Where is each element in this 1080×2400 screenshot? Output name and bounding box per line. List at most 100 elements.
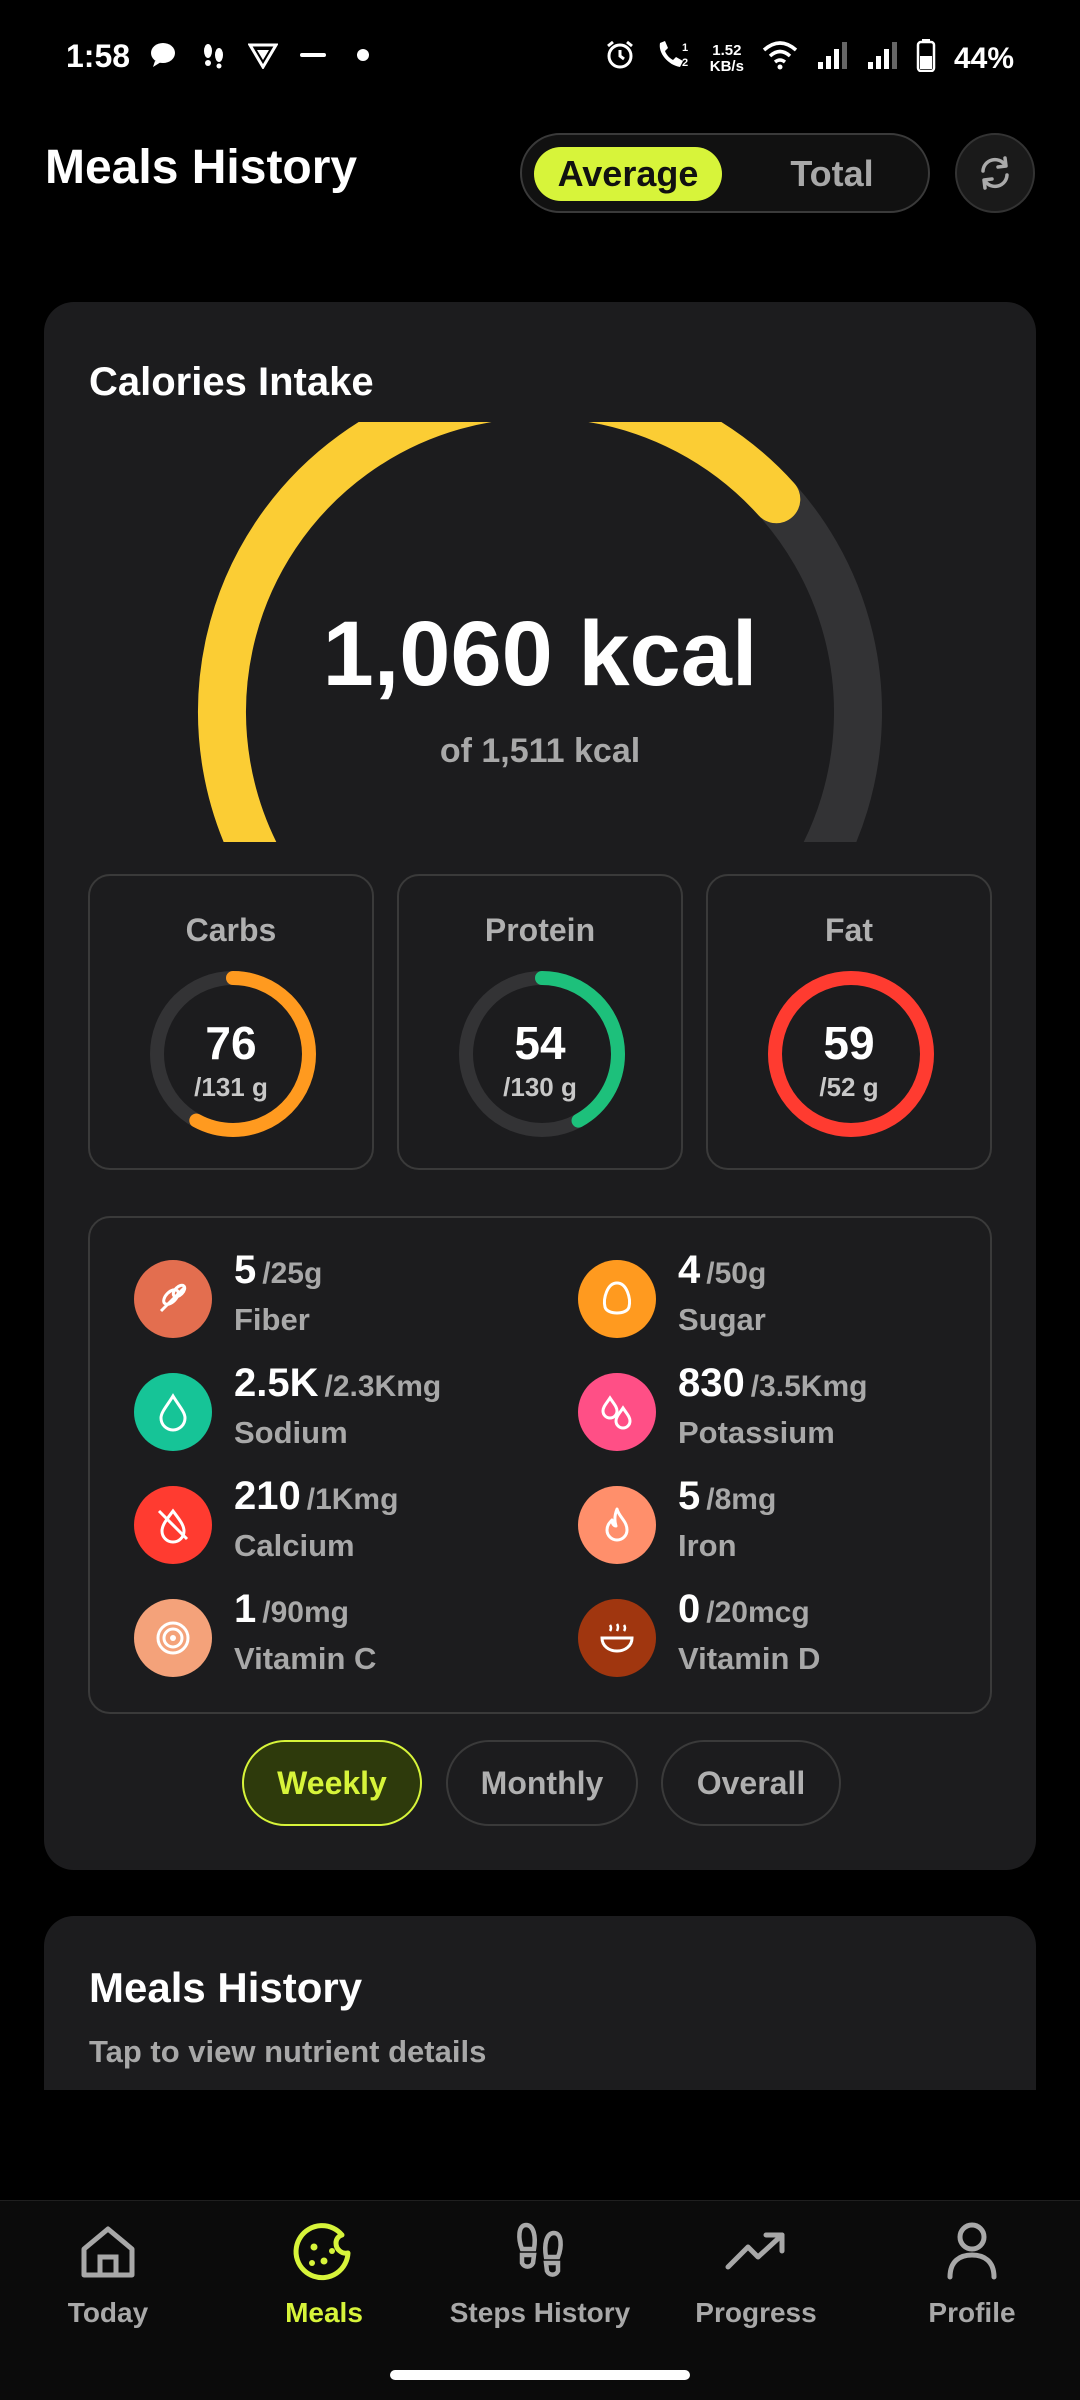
micro-name: Fiber — [234, 1302, 310, 1337]
home-indicator[interactable] — [390, 2370, 690, 2380]
micro-sugar[interactable]: 4/50g Sugar — [578, 1248, 998, 1348]
macro-protein[interactable]: Protein 54 /130 g — [397, 874, 683, 1170]
bottom-navigation: Today Meals Steps History Progress Profi… — [0, 2200, 1080, 2400]
micro-value: 830 — [678, 1361, 745, 1405]
micro-goal: /2.3Kmg — [324, 1370, 442, 1403]
micro-value: 210 — [234, 1474, 301, 1518]
micro-goal: /1Kmg — [306, 1483, 399, 1516]
micro-name: Calcium — [234, 1528, 355, 1563]
nav-progress[interactable]: Progress — [656, 2219, 856, 2349]
nav-label: Steps History — [449, 2297, 631, 2328]
macro-goal: /131 g — [194, 1072, 268, 1102]
trending-up-icon — [725, 2232, 785, 2270]
calories-title: Calories Intake — [89, 360, 374, 404]
micro-potassium[interactable]: 830/3.5Kmg Potassium — [578, 1361, 998, 1461]
nav-label: Progress — [695, 2297, 817, 2328]
egg-icon — [578, 1260, 656, 1338]
alarm-icon — [604, 39, 636, 79]
chat-icon — [148, 40, 178, 70]
micro-name: Vitamin D — [678, 1641, 821, 1676]
macro-label: Fat — [825, 912, 873, 948]
meals-history-title: Meals History — [89, 1964, 363, 2011]
micro-name: Iron — [678, 1528, 737, 1563]
period-overall-button[interactable]: Overall — [661, 1740, 841, 1826]
svg-text:1: 1 — [682, 42, 688, 54]
nav-meals[interactable]: Meals — [224, 2219, 424, 2349]
period-weekly-button[interactable]: Weekly — [242, 1740, 422, 1826]
micronutrients-panel: 5/25g Fiber 4/50g Sugar 2.5K/2.3Kmg Sodi… — [88, 1216, 992, 1714]
micro-vitamin-d[interactable]: 0/20mcg Vitamin D — [578, 1587, 998, 1687]
micro-value: 2.5K — [234, 1361, 319, 1405]
micro-value: 5 — [678, 1474, 701, 1518]
nav-label: Profile — [928, 2297, 1016, 2328]
micro-name: Vitamin C — [234, 1641, 377, 1676]
page-title: Meals History — [45, 141, 358, 194]
macro-value: 54 — [514, 1017, 566, 1069]
macro-ring — [459, 971, 625, 1137]
macro-label: Protein — [484, 912, 596, 948]
period-monthly-button[interactable]: Monthly — [446, 1740, 638, 1826]
micro-name: Sugar — [678, 1302, 766, 1337]
nav-today[interactable]: Today — [8, 2219, 208, 2349]
droplet-icon — [134, 1373, 212, 1451]
flame-icon — [578, 1486, 656, 1564]
small-text-icon — [298, 40, 328, 70]
micro-goal: /8mg — [706, 1483, 777, 1516]
micro-goal: /25g — [262, 1257, 323, 1290]
notification-icons — [148, 40, 378, 70]
macro-value: 59 — [823, 1017, 875, 1069]
refresh-button[interactable] — [955, 133, 1035, 213]
micro-goal: /90mg — [262, 1596, 349, 1629]
micro-goal: /3.5Kmg — [750, 1370, 868, 1403]
dot-icon — [348, 40, 378, 70]
citrus-icon — [134, 1599, 212, 1677]
macro-value: 76 — [205, 1017, 257, 1069]
micro-value: 4 — [678, 1248, 701, 1292]
macro-goal: /52 g — [819, 1072, 879, 1102]
nav-label: Today — [67, 2297, 149, 2328]
soup-icon — [578, 1599, 656, 1677]
user-icon — [947, 2222, 997, 2280]
macro-fat[interactable]: Fat 59 /52 g — [706, 874, 992, 1170]
micro-goal: /20mcg — [706, 1596, 810, 1629]
refresh-icon — [981, 156, 1009, 190]
nav-steps-history[interactable]: Steps History — [440, 2219, 640, 2349]
status-time: 1:58 — [66, 38, 131, 74]
toggle-total[interactable]: Total — [790, 153, 874, 194]
svg-text:2: 2 — [682, 57, 688, 69]
calorie-gauge — [198, 422, 882, 842]
cookie-icon — [293, 2223, 351, 2281]
micro-goal: /50g — [706, 1257, 767, 1290]
calorie-value: 1,060 kcal — [322, 603, 758, 705]
micro-value: 1 — [234, 1587, 257, 1631]
net-speed-value: 1.52 — [712, 42, 742, 59]
meals-history-card[interactable]: Meals History Tap to view nutrient detai… — [44, 1916, 1036, 2090]
battery-percent: 44% — [953, 42, 1014, 75]
signal-icon — [816, 40, 848, 78]
micro-calcium[interactable]: 210/1Kmg Calcium — [134, 1474, 554, 1574]
calories-card: Calories Intake 1,060 kcal of 1,511 kcal… — [44, 302, 1036, 1870]
macro-goal: /130 g — [503, 1072, 577, 1102]
nav-profile[interactable]: Profile — [872, 2219, 1072, 2349]
wheat-icon — [134, 1260, 212, 1338]
micro-iron[interactable]: 5/8mg Iron — [578, 1474, 998, 1574]
average-total-toggle[interactable]: Average Total — [520, 133, 930, 213]
micro-value: 5 — [234, 1248, 257, 1292]
steps-icon — [198, 40, 228, 70]
micro-name: Sodium — [234, 1415, 348, 1450]
gauge-fill — [198, 422, 801, 842]
net-speed-unit: KB/s — [709, 58, 744, 75]
footprints-icon — [517, 2222, 563, 2277]
micro-vitamin-c[interactable]: 1/90mg Vitamin C — [134, 1587, 554, 1687]
toggle-average[interactable]: Average — [534, 147, 722, 201]
net-speed: 1.52 KB/s — [710, 43, 744, 75]
micro-sodium[interactable]: 2.5K/2.3Kmg Sodium — [134, 1361, 554, 1461]
vpn-icon — [248, 40, 278, 70]
micro-fiber[interactable]: 5/25g Fiber — [134, 1248, 554, 1348]
macro-ring — [150, 971, 316, 1137]
macro-label: Carbs — [185, 912, 277, 948]
macro-carbs[interactable]: Carbs 76 /131 g — [88, 874, 374, 1170]
